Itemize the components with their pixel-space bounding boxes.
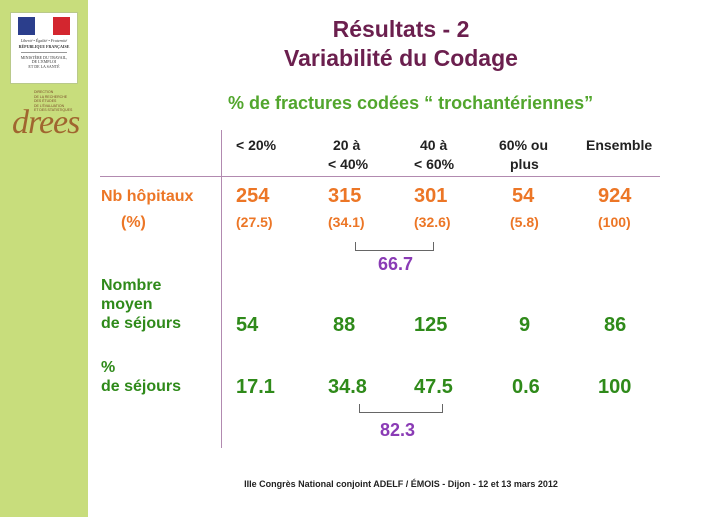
- table-cell-percent: (32.6): [414, 214, 451, 230]
- table-cell: 315: [328, 185, 362, 207]
- table-cell: 9: [519, 314, 531, 336]
- table-header-divider: [100, 176, 660, 177]
- table-cell: 86: [604, 314, 627, 336]
- column-header: 60% ou plus: [499, 137, 549, 172]
- drees-logo: DIRECTION DE LA RECHERCHE DES ÉTUDES DE …: [12, 90, 80, 150]
- row-label-hopitaux: Nb hôpitaux: [101, 188, 194, 205]
- group-bracket: [355, 242, 434, 251]
- logo-divider: [21, 52, 67, 53]
- table-cell: 34.8: [328, 376, 367, 398]
- table-cell: 254: [236, 185, 270, 207]
- table-cell: 54: [512, 185, 535, 207]
- row-label-pct-sejours: % de séjours: [101, 359, 182, 395]
- french-flag-icon: [18, 17, 70, 35]
- group-total: 66.7: [378, 254, 414, 274]
- table-cell-percent: (34.1): [328, 214, 365, 230]
- table-vertical-divider: [221, 130, 222, 448]
- table-cell: 0.6: [512, 376, 540, 398]
- slide-title-line2: Variabilité du Codage: [284, 45, 518, 71]
- table-cell: 125: [414, 314, 448, 336]
- table-cell-percent: (27.5): [236, 214, 273, 230]
- table-cell: 54: [236, 314, 259, 336]
- table-cell: 88: [333, 314, 356, 336]
- table-cell: 301: [414, 185, 448, 207]
- slide-subtitle: % de fractures codées “ trochantériennes…: [228, 93, 594, 113]
- table-cell: 47.5: [414, 376, 453, 398]
- table-cell: 100: [598, 376, 632, 398]
- table-cell-percent: (5.8): [510, 214, 539, 230]
- group-bracket: [359, 404, 443, 413]
- table-cell: 17.1: [236, 376, 275, 398]
- table-cell: 924: [598, 185, 632, 207]
- republique-logo: Liberté • Égalité • Fraternité RÉPUBLIQU…: [10, 12, 78, 84]
- table-cell-percent: (100): [598, 214, 631, 230]
- logo-ministry: MINISTÈRE DU TRAVAIL, DE L'EMPLOI ET DE …: [20, 55, 68, 69]
- column-header: 20 à < 40%: [328, 137, 369, 172]
- column-header: 40 à < 60%: [414, 137, 455, 172]
- slide-title: Résultats - 2: [332, 16, 470, 42]
- row-label-moyen: Nombre moyen de séjours: [101, 277, 182, 332]
- slide-footer: IIIe Congrès National conjoint ADELF / É…: [244, 479, 558, 489]
- sidebar: Liberté • Égalité • Fraternité RÉPUBLIQU…: [0, 0, 88, 517]
- drees-logo-word: drees: [12, 104, 80, 141]
- column-header: Ensemble: [586, 137, 653, 153]
- drees-logo-subtext: DIRECTION DE LA RECHERCHE DES ÉTUDES DE …: [34, 90, 73, 112]
- row-label-hopitaux-pct: (%): [121, 214, 146, 231]
- group-total: 82.3: [380, 420, 416, 440]
- column-header: < 20%: [236, 137, 277, 153]
- logo-republic-name: RÉPUBLIQUE FRANÇAISE: [18, 44, 70, 49]
- logo-motto: Liberté • Égalité • Fraternité: [20, 38, 68, 43]
